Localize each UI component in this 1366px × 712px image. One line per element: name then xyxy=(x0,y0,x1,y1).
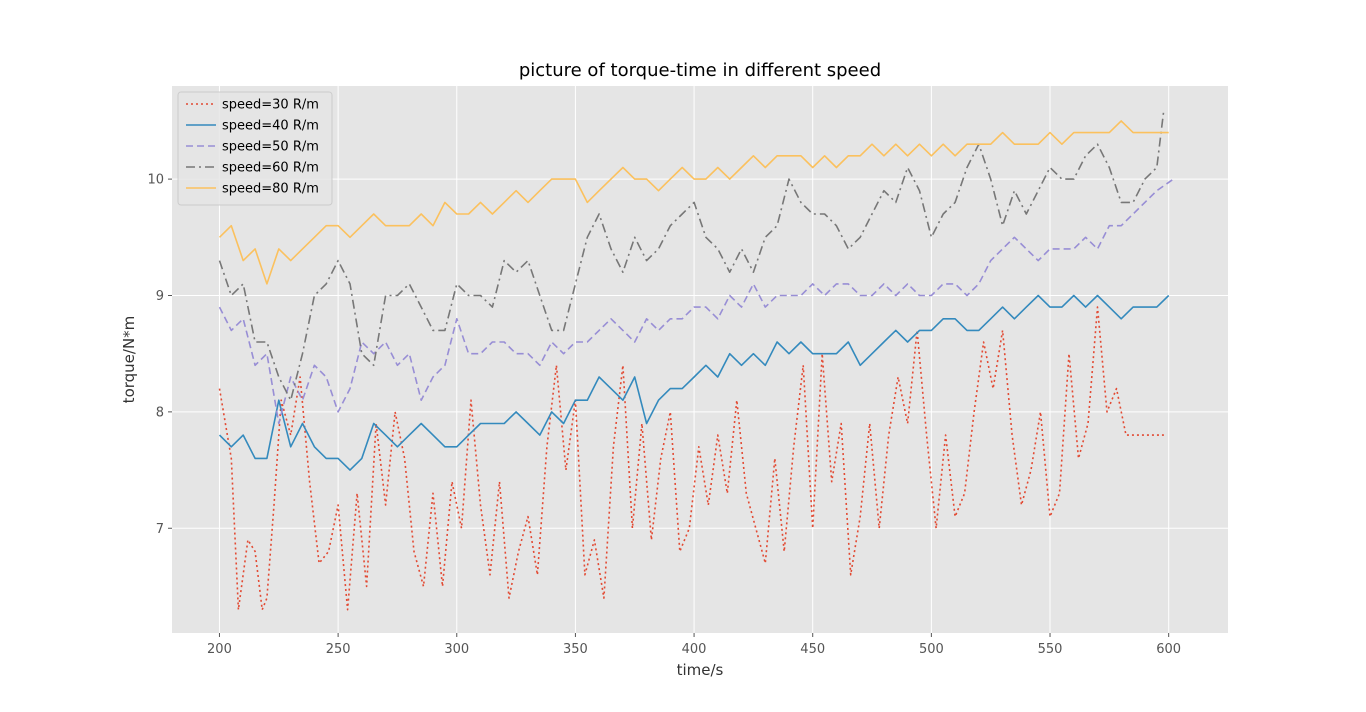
series-line-4 xyxy=(218,109,1165,402)
legend-label-5: speed=80 R/m xyxy=(222,182,319,197)
x-tick-label: 400 xyxy=(682,642,707,657)
y-axis-label: torque/N*m xyxy=(120,316,138,404)
plot-background xyxy=(172,86,1228,633)
legend-label-4: speed=60 R/m xyxy=(222,161,319,176)
x-tick-label: 450 xyxy=(800,642,825,657)
series-line-2 xyxy=(218,294,1170,471)
legend: speed=30 R/m speed=40 R/m speed=50 R/m spee… xyxy=(177,91,333,206)
x-tick-label: 200 xyxy=(207,642,232,657)
series-line-3 xyxy=(218,178,1174,425)
x-tick-label: 550 xyxy=(1038,642,1063,657)
series-line-5 xyxy=(218,120,1169,285)
x-tick-label: 350 xyxy=(563,642,588,657)
x-axis-label: time/s xyxy=(677,661,724,679)
x-tick-label: 250 xyxy=(326,642,351,657)
legend-label-2: speed=40 R/m xyxy=(222,119,319,134)
y-tick-label: 9 xyxy=(156,289,164,304)
y-tick-label: 10 xyxy=(147,173,164,188)
x-tick-label: 300 xyxy=(444,642,469,657)
x-tick-label: 500 xyxy=(919,642,944,657)
series-line-1 xyxy=(218,306,1164,611)
legend-label-1: speed=30 R/m xyxy=(222,98,319,113)
legend-box xyxy=(177,91,333,206)
y-tick-label: 7 xyxy=(156,522,164,537)
legend-label-3: speed=50 R/m xyxy=(222,140,319,155)
series-lines xyxy=(218,109,1174,611)
y-tick-label: 8 xyxy=(156,405,164,420)
grid-lines xyxy=(172,86,1228,633)
axis-ticks: 200 250 300 350 400 450 500 550 600 7 8 9 10 xyxy=(147,173,1181,657)
x-tick-label: 600 xyxy=(1156,642,1181,657)
chart-title: picture of torque-time in different spee… xyxy=(519,60,881,81)
